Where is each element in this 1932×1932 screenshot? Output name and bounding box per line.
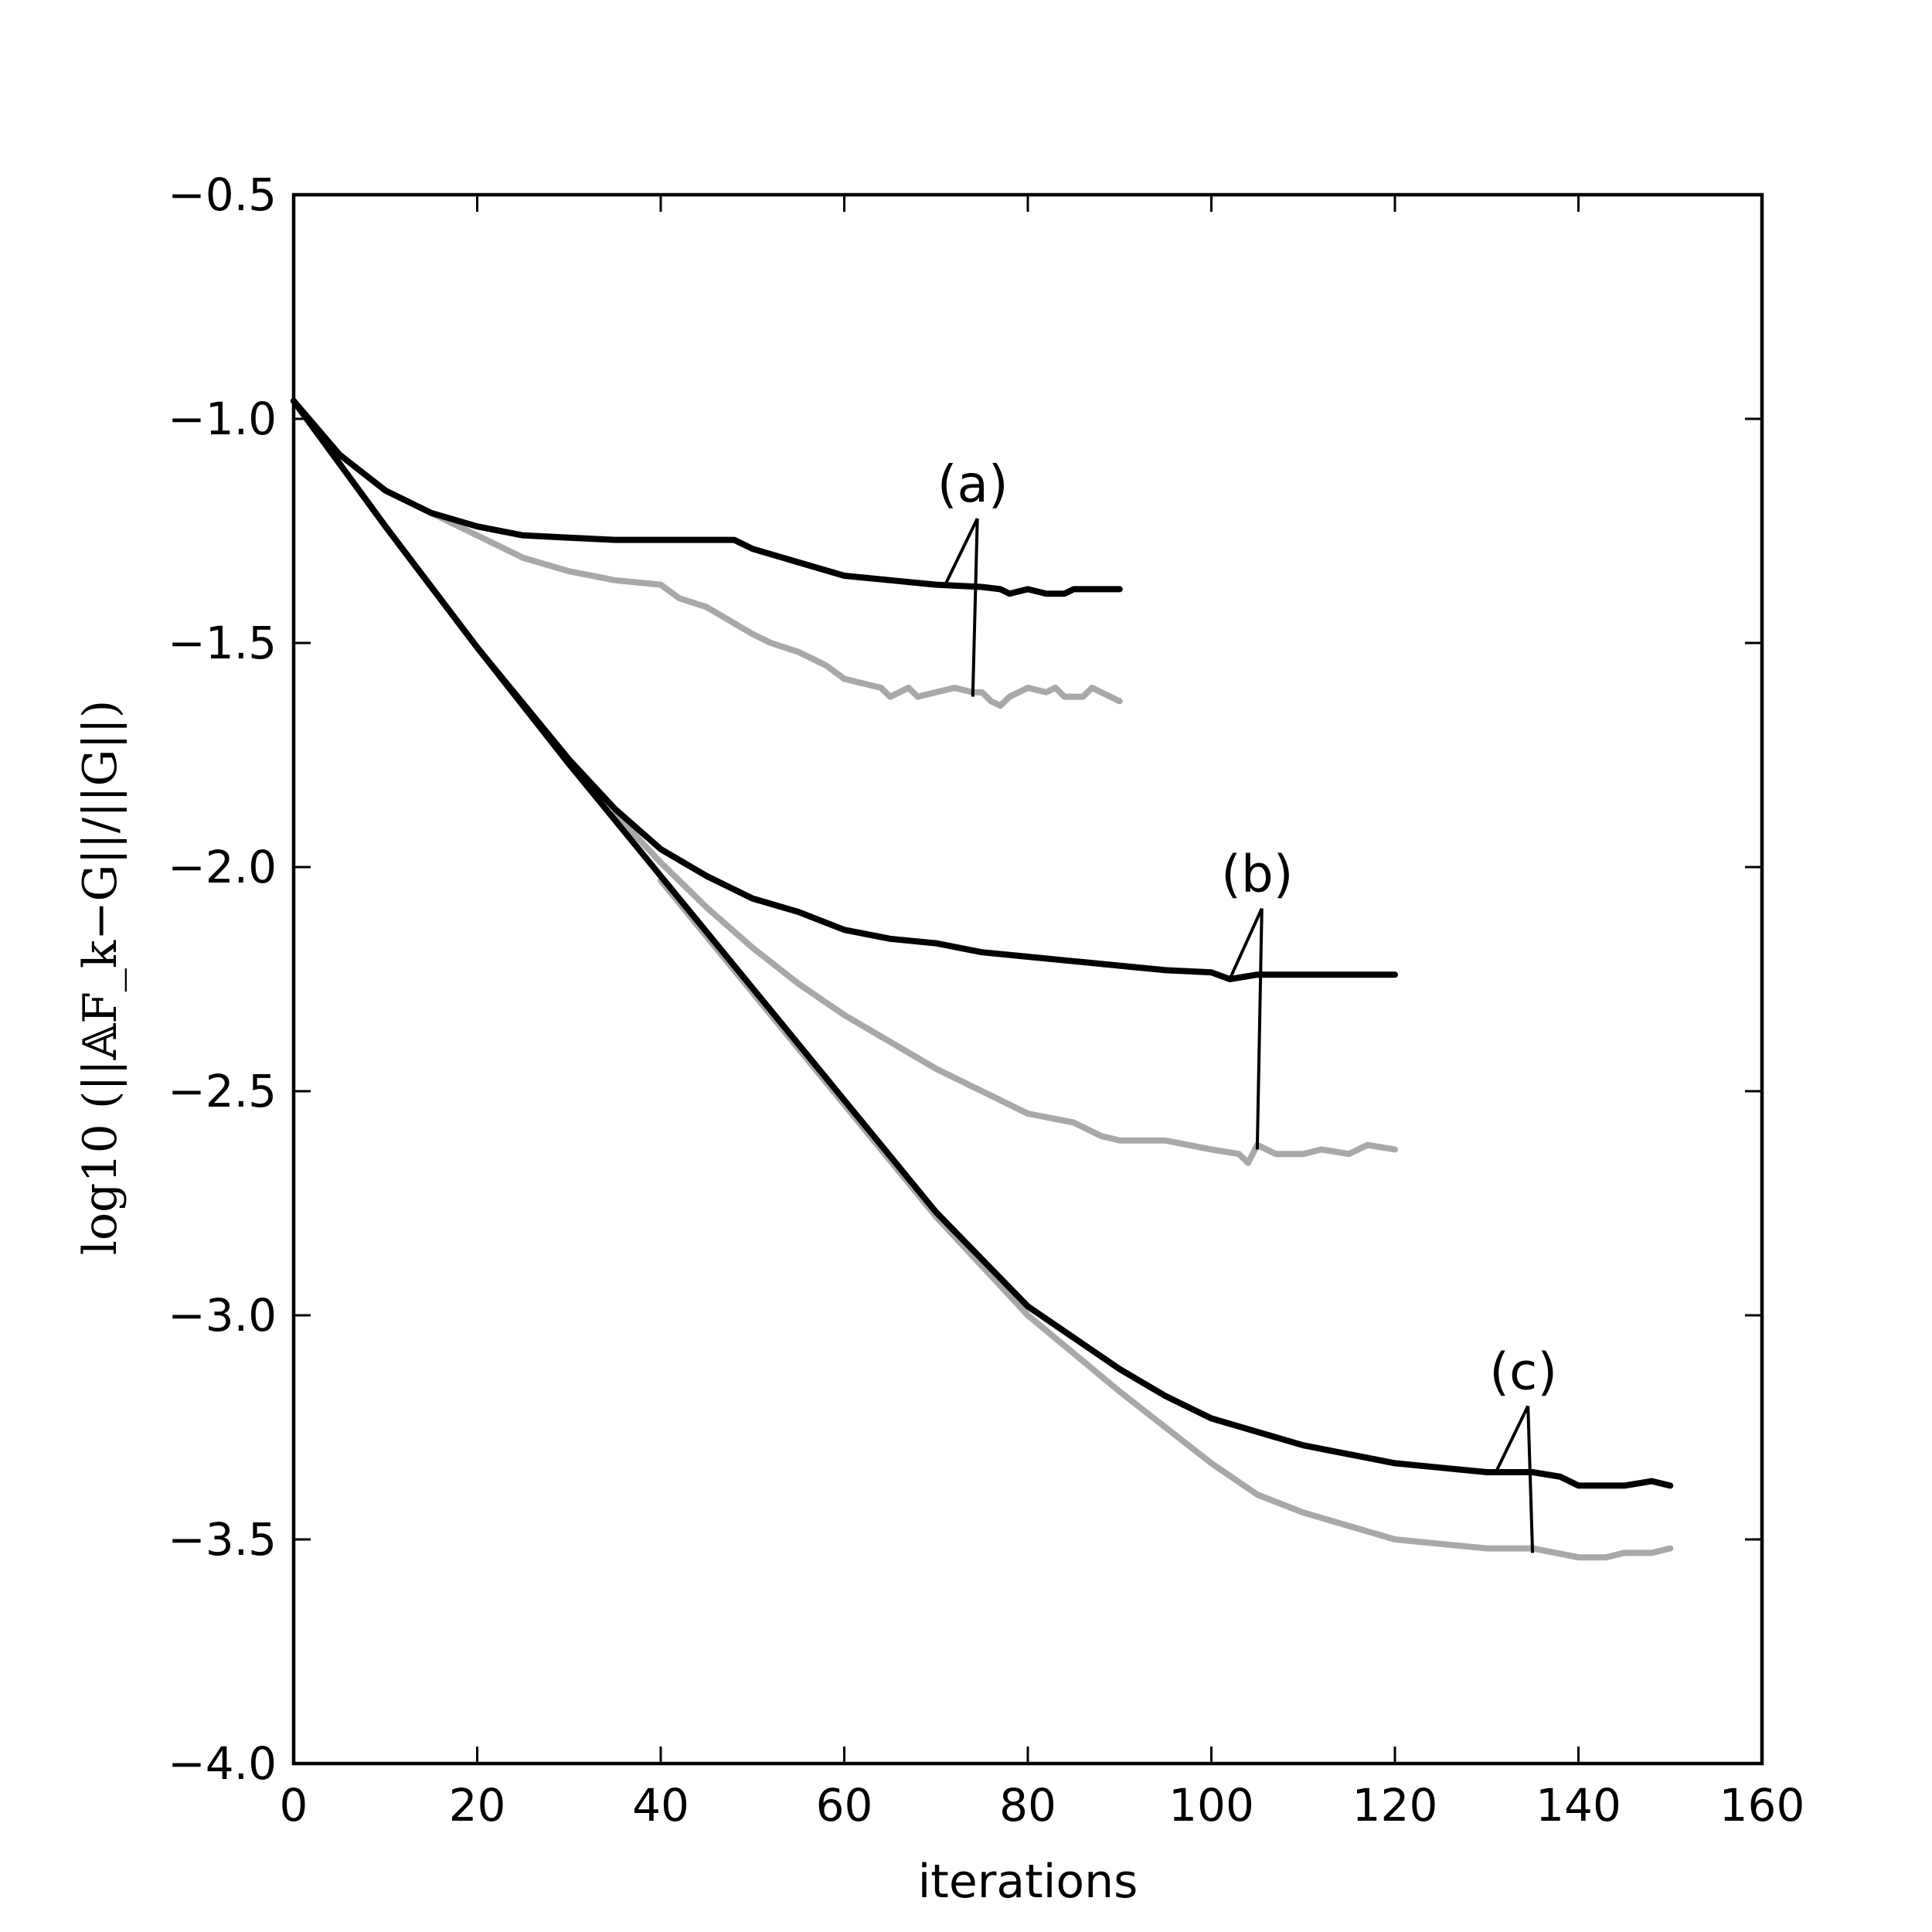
annotation-leader-1-1 bbox=[1255, 908, 1264, 1150]
y-tick-label: −2.5 bbox=[168, 1065, 277, 1117]
annotation-leader-2-1 bbox=[1526, 1406, 1535, 1553]
x-tick-label: 120 bbox=[1352, 1779, 1438, 1832]
annotation-leader-0-0 bbox=[944, 518, 979, 586]
series-line-0 bbox=[291, 397, 1123, 597]
x-tick-label: 160 bbox=[1719, 1779, 1805, 1832]
annotation-leader-2-0 bbox=[1494, 1405, 1529, 1473]
tick-layer: 0 20 40 60 80 100 120 140 160 −0.5 −1.0 −1.5 −2.0 −2.… bbox=[168, 168, 1804, 1832]
y-tick-label: −1.0 bbox=[168, 393, 277, 445]
x-tick-label: 0 bbox=[280, 1779, 308, 1832]
y-tick-label: −2.0 bbox=[168, 841, 277, 893]
plot-frame bbox=[291, 192, 1764, 1766]
series-line-2 bbox=[291, 397, 1398, 982]
y-tick-label: −3.0 bbox=[168, 1289, 277, 1342]
x-tick-label: 40 bbox=[632, 1779, 689, 1832]
annotation-label: (c) bbox=[1489, 1342, 1557, 1401]
annotation-label: (a) bbox=[937, 454, 1009, 514]
annotation-leader-1-0 bbox=[1228, 907, 1264, 980]
x-tick-label: 80 bbox=[999, 1779, 1056, 1832]
annotation-label: (b) bbox=[1221, 845, 1293, 904]
x-axis-title: iterations bbox=[918, 1855, 1138, 1909]
y-tick-label: −4.0 bbox=[168, 1737, 277, 1790]
series-line-5 bbox=[658, 877, 1674, 1561]
x-tick-label: 60 bbox=[816, 1779, 873, 1832]
y-tick-label: −3.5 bbox=[168, 1513, 277, 1566]
x-tick-label: 100 bbox=[1168, 1779, 1254, 1832]
x-tick-label: 20 bbox=[449, 1779, 506, 1832]
annotation-layer: (a) (b) (c) bbox=[937, 454, 1557, 1553]
y-tick-label: −0.5 bbox=[168, 168, 277, 221]
series-line-1 bbox=[428, 509, 1123, 709]
series-line-3 bbox=[611, 810, 1398, 1166]
series-layer bbox=[291, 397, 1674, 1561]
series-line-4 bbox=[291, 397, 1674, 1489]
y-axis-title: log10 (||𝔸F_k−G||/||G||) bbox=[73, 700, 128, 1256]
annotation-leader-0-1 bbox=[971, 518, 979, 697]
x-tick-label: 140 bbox=[1536, 1779, 1621, 1832]
y-tick-label: −1.5 bbox=[168, 617, 277, 669]
